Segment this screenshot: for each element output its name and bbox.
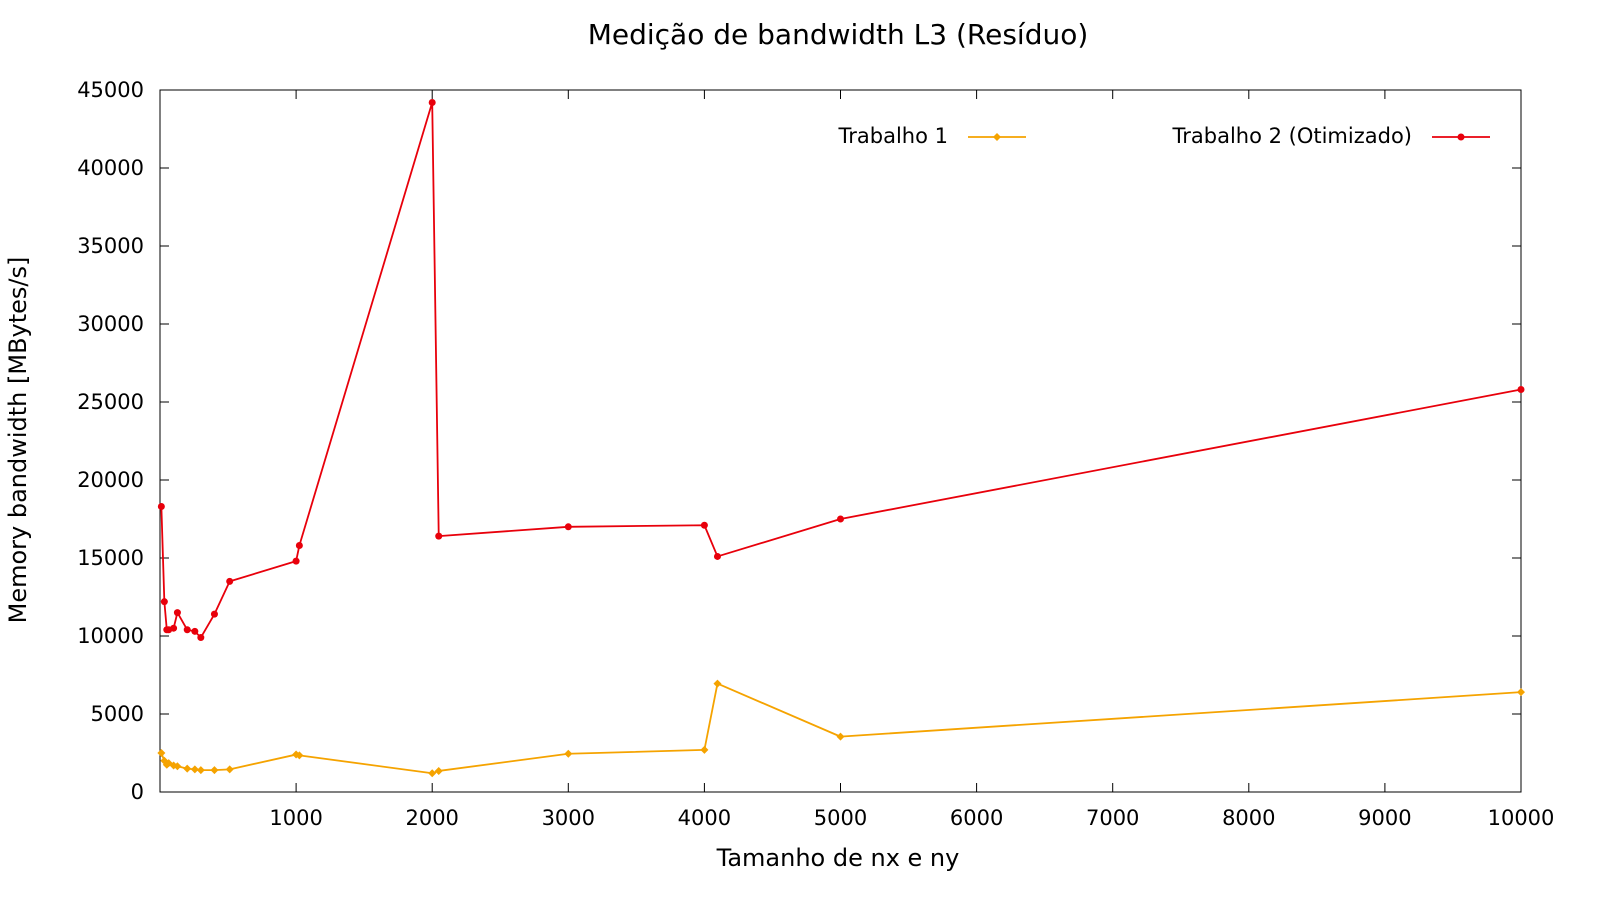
data-point <box>157 503 165 511</box>
x-tick-label: 3000 <box>542 806 595 830</box>
data-point <box>160 598 168 606</box>
y-tick-label: 15000 <box>77 546 144 570</box>
data-point <box>295 542 303 550</box>
data-point <box>170 624 178 632</box>
data-point <box>435 532 443 540</box>
data-point <box>434 766 443 775</box>
legend: Trabalho 1 Trabalho 2 (Otimizado) <box>838 124 1490 148</box>
data-point <box>157 749 166 757</box>
series-layer <box>157 98 1525 778</box>
x-tick-label: 4000 <box>678 806 731 830</box>
data-point <box>1517 688 1525 697</box>
data-point <box>295 751 304 760</box>
data-point <box>173 609 181 617</box>
series-2 <box>157 98 1525 642</box>
x-tick-label: 5000 <box>814 806 867 830</box>
y-tick-label: 5000 <box>91 702 144 726</box>
legend-marker <box>993 133 1001 141</box>
x-tick-label: 1000 <box>269 806 322 830</box>
x-tick-label: 8000 <box>1222 806 1275 830</box>
y-tick-label: 25000 <box>77 390 144 414</box>
legend-label: Trabalho 1 <box>838 124 948 148</box>
plot-area-frame <box>159 89 1522 793</box>
data-point <box>191 627 199 635</box>
data-point <box>183 626 191 634</box>
y-tick-label: 0 <box>131 780 144 804</box>
chart-title: Medição de bandwidth L3 (Resíduo) <box>588 18 1089 51</box>
axes-group: 1000 2000 3000 4000 5000 6000 7000 8000 9000 1000… <box>77 78 1554 830</box>
data-point <box>173 762 182 771</box>
x-tick-label: 10000 <box>1488 806 1555 830</box>
data-point <box>225 765 234 774</box>
data-point <box>713 679 722 688</box>
data-point <box>1517 386 1525 394</box>
x-axis-label: Tamanho de nx e ny <box>716 844 960 872</box>
x-tick-label: 9000 <box>1358 806 1411 830</box>
data-point <box>713 552 721 560</box>
y-tick-label: 10000 <box>77 624 144 648</box>
data-point <box>210 766 219 775</box>
y-tick-label: 20000 <box>77 468 144 492</box>
data-point <box>700 521 708 529</box>
data-point <box>428 98 436 106</box>
data-point <box>196 766 205 775</box>
data-point <box>428 769 437 778</box>
legend-label: Trabalho 2 (Otimizado) <box>1172 124 1413 148</box>
data-point <box>226 577 234 585</box>
data-point <box>292 557 300 565</box>
series-line <box>160 682 1522 775</box>
data-point <box>190 765 199 774</box>
y-tick-label: 45000 <box>77 78 144 102</box>
data-point <box>837 515 844 523</box>
data-point <box>564 749 573 758</box>
series-1 <box>157 679 1525 778</box>
data-point <box>700 745 709 754</box>
y-tick-label: 30000 <box>77 312 144 336</box>
data-point <box>197 634 205 642</box>
series-line <box>160 101 1522 639</box>
x-tick-label: 6000 <box>950 806 1003 830</box>
data-point <box>183 764 192 773</box>
x-tick-label: 7000 <box>1086 806 1139 830</box>
y-tick-label: 40000 <box>77 156 144 180</box>
data-point <box>210 610 218 618</box>
x-tick-label: 2000 <box>405 806 458 830</box>
legend-marker <box>1457 133 1465 141</box>
y-axis-label: Memory bandwidth [MBytes/s] <box>4 257 32 624</box>
data-point <box>836 732 845 741</box>
y-tick-label: 35000 <box>77 234 144 258</box>
data-point <box>564 523 572 531</box>
